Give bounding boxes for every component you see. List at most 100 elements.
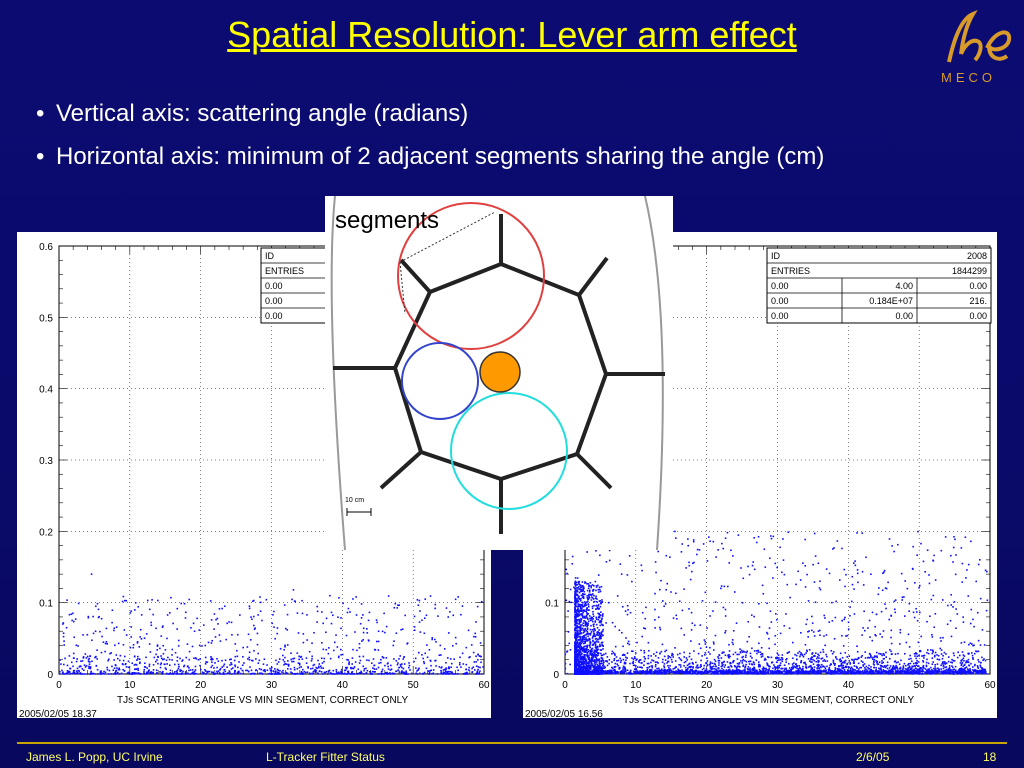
scatter-point — [711, 666, 714, 668]
scatter-point — [832, 662, 835, 665]
scatter-point — [925, 661, 928, 664]
scatter-point — [428, 649, 431, 651]
scatter-point — [184, 672, 187, 675]
scatter-point — [168, 658, 171, 661]
scatter-point — [594, 608, 597, 610]
scatter-point — [594, 654, 596, 656]
scatter-point — [285, 663, 288, 666]
scatter-point — [90, 672, 92, 674]
scatter-point — [596, 641, 598, 643]
scatter-point — [218, 672, 221, 674]
scatter-point — [584, 620, 587, 623]
scatter-point — [868, 668, 871, 670]
scatter-point — [945, 666, 948, 668]
scatter-point — [440, 666, 443, 668]
scatter-point — [403, 656, 405, 659]
scatter-point — [274, 673, 276, 675]
scatter-point — [365, 667, 367, 670]
scatter-point — [576, 669, 578, 671]
scatter-point — [948, 667, 951, 669]
scatter-point — [302, 641, 305, 644]
scatter-point — [247, 670, 250, 673]
scatter-point — [805, 667, 808, 670]
scatter-point — [358, 642, 361, 645]
scatter-point — [321, 611, 323, 613]
scatter-point — [591, 607, 594, 610]
scatter-point — [353, 666, 356, 668]
scatter-point — [186, 643, 189, 645]
scatter-point — [645, 670, 647, 672]
scatter-point — [689, 668, 692, 671]
scatter-point — [227, 672, 230, 675]
scatter-point — [579, 638, 582, 640]
scatter-point — [277, 669, 279, 672]
scatter-point — [143, 637, 146, 640]
scatter-point — [162, 670, 164, 673]
scatter-point — [417, 668, 420, 671]
scatter-point — [598, 632, 600, 634]
scatter-point — [446, 657, 449, 659]
scatter-point — [386, 662, 389, 665]
scatter-point — [230, 621, 233, 624]
scatter-point — [585, 616, 588, 618]
scatter-point — [575, 581, 578, 584]
scatter-point — [444, 672, 446, 675]
scatter-point — [72, 665, 74, 668]
scatter-point — [278, 658, 281, 660]
scatter-point — [586, 583, 588, 585]
scatter-point — [598, 588, 601, 591]
scatter-point — [643, 660, 646, 663]
scatter-point — [124, 662, 127, 665]
scatter-point — [582, 611, 584, 614]
scatter-point — [954, 669, 957, 672]
scatter-point — [140, 638, 143, 640]
scatter-point — [215, 618, 217, 621]
scatter-point — [689, 665, 692, 668]
scatter-point — [679, 666, 682, 668]
scatter-point — [815, 670, 817, 673]
scatter-point — [783, 668, 786, 671]
scatter-point — [606, 656, 609, 658]
scatter-point — [857, 670, 859, 673]
x-tick-label: 60 — [478, 680, 490, 691]
scatter-point — [314, 668, 316, 671]
scatter-point — [378, 662, 380, 664]
scatter-point — [323, 671, 326, 674]
scatter-point — [103, 670, 105, 673]
scatter-point — [367, 619, 370, 622]
scatter-point — [585, 647, 588, 650]
scatter-point — [977, 666, 979, 668]
scatter-point — [63, 644, 66, 646]
scatter-point — [664, 659, 667, 661]
scatter-point — [587, 632, 589, 634]
scatter-point — [817, 665, 819, 668]
scatter-point — [275, 659, 277, 662]
scatter-point — [918, 655, 920, 657]
scatter-point — [580, 664, 582, 667]
scatter-point — [952, 669, 954, 671]
scatter-point — [480, 673, 483, 675]
scatter-point — [401, 628, 404, 630]
scatter-point — [592, 635, 595, 638]
scatter-point — [440, 669, 442, 672]
scatter-point — [984, 672, 986, 675]
scatter-point — [350, 671, 353, 674]
scatter-point — [591, 652, 594, 655]
scatter-point — [575, 657, 578, 660]
scatter-point — [413, 660, 415, 663]
scatter-point — [598, 660, 601, 663]
scatter-point — [283, 663, 285, 666]
scatter-point — [149, 671, 151, 674]
scatter-point — [793, 671, 796, 673]
scatter-point — [928, 669, 931, 672]
scatter-point — [145, 633, 148, 635]
scatter-point — [148, 669, 150, 671]
scatter-point — [592, 653, 594, 656]
scatter-point — [826, 660, 829, 662]
scatter-point — [213, 613, 216, 615]
scatter-point — [839, 672, 842, 675]
scatter-point — [663, 605, 665, 608]
scatter-point — [580, 668, 582, 670]
scatter-point — [861, 654, 863, 657]
scatter-point — [908, 665, 911, 667]
